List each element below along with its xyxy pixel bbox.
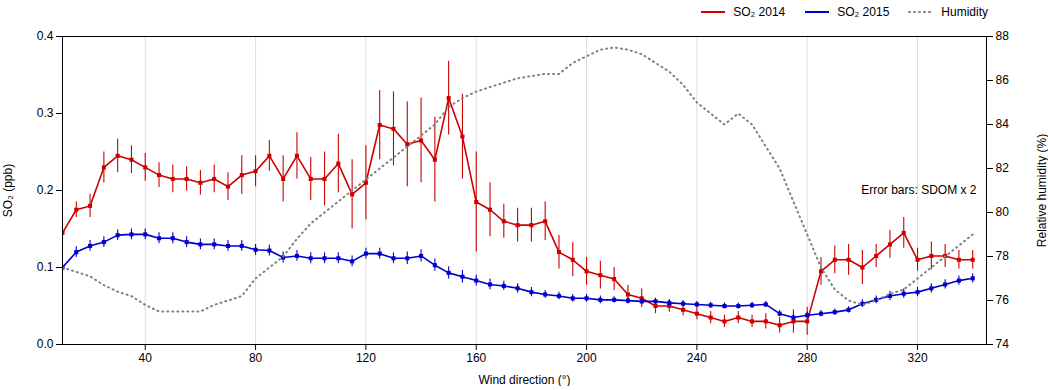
svg-text:86: 86	[996, 73, 1010, 87]
svg-text:0.3: 0.3	[37, 106, 54, 120]
svg-text:120: 120	[356, 351, 376, 365]
svg-text:0.1: 0.1	[37, 260, 54, 274]
html-text:SO₂ 2014: SO₂ 2014	[733, 5, 786, 19]
svg-text:240: 240	[687, 351, 707, 365]
svg-text:80: 80	[249, 351, 263, 365]
svg-text:0.4: 0.4	[37, 29, 54, 43]
svg-text:0.0: 0.0	[37, 337, 54, 351]
svg-text:200: 200	[577, 351, 597, 365]
svg-text:88: 88	[996, 29, 1010, 43]
svg-text:160: 160	[466, 351, 486, 365]
svg-text:0.2: 0.2	[37, 183, 54, 197]
svg-text:76: 76	[996, 293, 1010, 307]
svg-text:320: 320	[908, 351, 928, 365]
svg-text:Relative humidity (%): Relative humidity (%)	[1035, 134, 1048, 247]
svg-text:84: 84	[996, 117, 1010, 131]
svg-text:82: 82	[996, 161, 1010, 175]
svg-text:280: 280	[797, 351, 817, 365]
svg-text:Error bars: SDOM x 2: Error bars: SDOM x 2	[861, 183, 977, 197]
svg-text:Wind direction (°): Wind direction (°)	[478, 373, 570, 387]
svg-text:40: 40	[139, 351, 153, 365]
svg-text:78: 78	[996, 249, 1010, 263]
html-text:Humidity: Humidity	[941, 5, 988, 19]
svg-text:74: 74	[996, 337, 1010, 351]
svg-text:SO₂ (ppb): SO₂ (ppb)	[1, 164, 15, 217]
html-text:SO₂ 2015: SO₂ 2015	[837, 5, 890, 19]
svg-text:80: 80	[996, 205, 1010, 219]
